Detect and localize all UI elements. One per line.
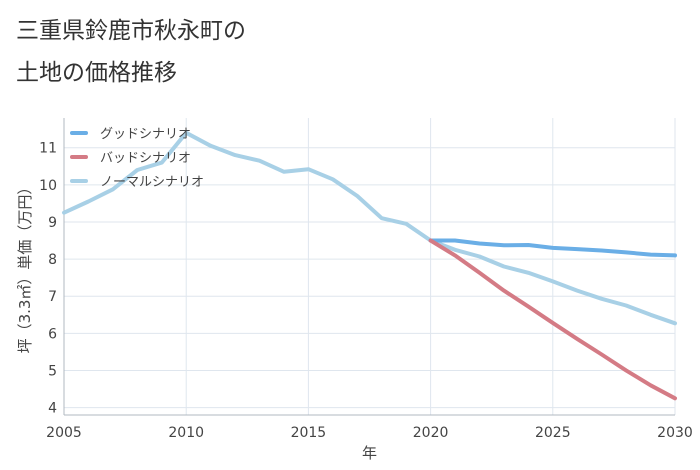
legend-label: バッドシナリオ bbox=[100, 151, 191, 166]
chart-title-line-1: 三重県鈴鹿市秋永町の bbox=[16, 18, 246, 44]
y-tick-label: 6 bbox=[48, 326, 57, 342]
y-tick-label: 5 bbox=[48, 363, 57, 379]
x-tick-label: 2005 bbox=[46, 425, 82, 441]
axes bbox=[63, 118, 675, 416]
x-tick-label: 2015 bbox=[291, 425, 327, 441]
x-tick-label: 2010 bbox=[168, 425, 204, 441]
y-tick-label: 8 bbox=[48, 252, 57, 268]
tick-labels: 2005 2010 2015 2020 2025 2030 4 5 6 7 8 9 10 11 bbox=[39, 141, 693, 441]
y-tick-label: 9 bbox=[48, 215, 57, 231]
series-lines bbox=[62, 130, 677, 401]
x-axis-label: 年 bbox=[362, 444, 377, 462]
x-tick-label: 2030 bbox=[657, 425, 693, 441]
grid-lines bbox=[64, 118, 676, 415]
chart-title-line-2: 土地の価格推移 bbox=[16, 60, 177, 86]
legend-label: ノーマルシナリオ bbox=[100, 175, 204, 190]
y-axis-label: 坪（3.3㎡）単価（万円） bbox=[16, 180, 34, 354]
series-line-2 bbox=[62, 130, 677, 326]
y-tick-label: 7 bbox=[48, 289, 57, 305]
x-tick-label: 2020 bbox=[413, 425, 449, 441]
legend-label: グッドシナリオ bbox=[100, 127, 191, 142]
y-tick-label: 4 bbox=[48, 401, 57, 417]
y-tick-label: 10 bbox=[39, 178, 57, 194]
y-tick-label: 11 bbox=[39, 141, 57, 157]
series-line-1 bbox=[428, 238, 677, 401]
x-tick-label: 2025 bbox=[535, 425, 571, 441]
chart-title: 三重県鈴鹿市秋永町の 土地の価格推移 bbox=[16, 10, 246, 94]
series-line-0 bbox=[428, 238, 677, 258]
